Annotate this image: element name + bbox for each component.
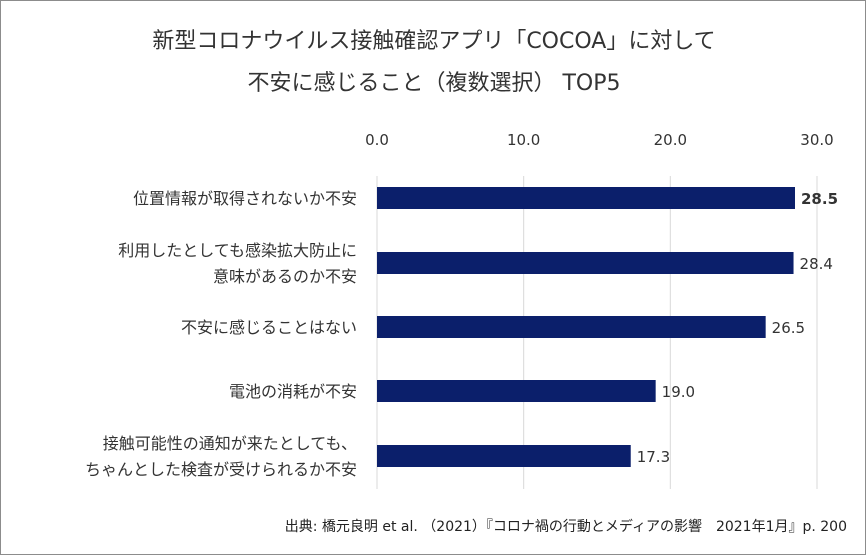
data-label: 19.0 — [662, 383, 695, 401]
x-tick-label: 0.0 — [365, 131, 389, 149]
bar — [377, 316, 766, 338]
chart-title-line-2: 不安に感じること（複数選択） TOP5 — [247, 71, 621, 96]
category-label: 接触可能性の通知が来たとしても、 — [103, 434, 357, 453]
category-label: 位置情報が取得されないか不安 — [133, 189, 357, 208]
bar — [377, 252, 794, 274]
bar — [377, 187, 795, 209]
category-label: 不安に感じることはない — [181, 318, 357, 337]
chart-title-line-1: 新型コロナウイルス接触確認アプリ「COCOA」に対して — [152, 29, 716, 54]
category-label: ちゃんとした検査が受けられるか不安 — [85, 460, 357, 479]
data-label: 28.5 — [801, 190, 838, 208]
category-label: 意味があるのか不安 — [213, 267, 357, 286]
category-label: 電池の消耗が不安 — [229, 382, 357, 401]
bar — [377, 380, 656, 402]
source-note: 出典: 橋元良明 et al. （2021）『コロナ禍の行動とメディアの影響 2… — [284, 519, 847, 535]
x-tick-label: 20.0 — [654, 131, 687, 149]
x-tick-label: 10.0 — [507, 131, 540, 149]
data-label: 17.3 — [637, 448, 670, 466]
data-label: 28.4 — [800, 255, 833, 273]
category-label: 利用したとしても感染拡大防止に — [118, 241, 357, 260]
data-label: 26.5 — [772, 319, 805, 337]
bar — [377, 445, 631, 467]
x-tick-label: 30.0 — [800, 131, 833, 149]
